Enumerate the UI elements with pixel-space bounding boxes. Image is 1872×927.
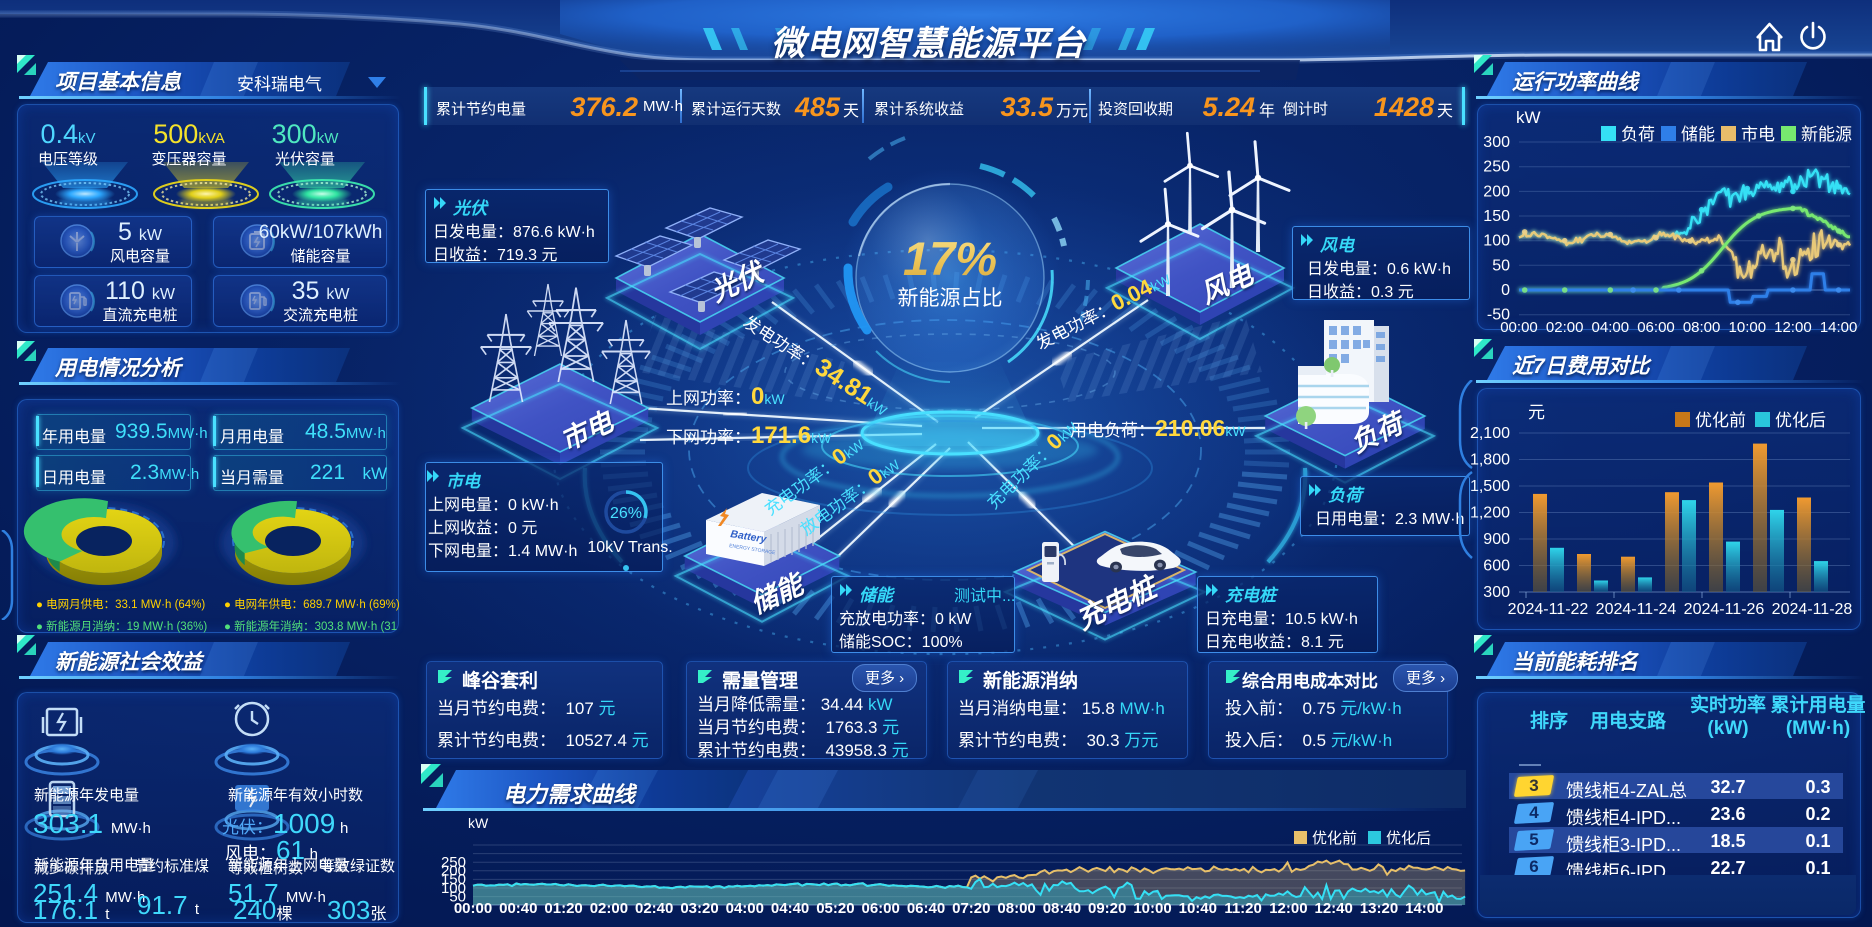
svg-text:00:40: 00:40 [499, 900, 537, 917]
svg-text:100: 100 [441, 880, 466, 897]
svg-text:08:00: 08:00 [997, 900, 1035, 917]
svg-text:07:20: 07:20 [952, 900, 990, 917]
svg-text:负荷: 负荷 [1621, 125, 1655, 144]
svg-text:储能: 储能 [1681, 125, 1715, 144]
svg-text:优化后: 优化后 [1386, 830, 1431, 847]
svg-text:Battery: Battery [730, 528, 769, 546]
svg-text:充电功率：0kW: 充电功率：0kW [980, 413, 1082, 513]
svg-text:14:00: 14:00 [1820, 319, 1858, 336]
svg-text:光伏: 光伏 [705, 256, 770, 308]
svg-text:kW: kW [468, 815, 489, 831]
svg-text:50: 50 [449, 888, 466, 905]
svg-text:0: 0 [1501, 282, 1510, 299]
svg-text:08:00: 08:00 [1683, 319, 1721, 336]
svg-text:10:40: 10:40 [1179, 900, 1217, 917]
svg-text:09:20: 09:20 [1088, 900, 1126, 917]
svg-text:上网功率：0kW: 上网功率：0kW [666, 383, 785, 410]
svg-text:01:20: 01:20 [544, 900, 582, 917]
svg-text:00:00: 00:00 [1500, 319, 1538, 336]
svg-text:2024-11-24: 2024-11-24 [1596, 601, 1677, 618]
svg-text:12:40: 12:40 [1315, 900, 1353, 917]
svg-text:2024-11-26: 2024-11-26 [1684, 601, 1765, 618]
svg-text:08:40: 08:40 [1043, 900, 1081, 917]
svg-text:2,100: 2,100 [1470, 425, 1510, 442]
svg-text:储能: 储能 [746, 568, 811, 620]
svg-text:10:00: 10:00 [1133, 900, 1171, 917]
svg-text:10kV Trans.: 10kV Trans. [587, 539, 672, 556]
svg-text:17%: 17% [903, 232, 997, 285]
svg-text:2024-11-22: 2024-11-22 [1508, 601, 1589, 618]
svg-text:优化前: 优化前 [1312, 830, 1357, 847]
svg-text:250: 250 [441, 854, 466, 871]
svg-text:200: 200 [441, 863, 466, 880]
svg-text:50: 50 [1492, 257, 1510, 274]
svg-text:26%: 26% [610, 505, 642, 522]
svg-text:1,800: 1,800 [1470, 452, 1510, 469]
svg-text:-50: -50 [1487, 307, 1510, 324]
svg-text:用电负荷：210.06kW: 用电负荷：210.06kW [1070, 415, 1246, 441]
svg-text:04:40: 04:40 [771, 900, 809, 917]
svg-text:06:40: 06:40 [907, 900, 945, 917]
svg-text:300: 300 [1483, 134, 1510, 151]
svg-text:04:00: 04:00 [726, 900, 764, 917]
svg-text:02:00: 02:00 [1546, 319, 1584, 336]
svg-text:06:00: 06:00 [1637, 319, 1675, 336]
svg-text:250: 250 [1483, 159, 1510, 176]
svg-text:14:00: 14:00 [1405, 900, 1443, 917]
svg-text:kW: kW [1516, 108, 1541, 127]
svg-text:负荷: 负荷 [1346, 406, 1412, 458]
svg-text:风电: 风电 [1196, 259, 1259, 310]
svg-text:市电: 市电 [1741, 125, 1775, 144]
svg-text:1,200: 1,200 [1470, 505, 1510, 522]
svg-text:优化前: 优化前 [1695, 411, 1746, 430]
svg-text:03:20: 03:20 [680, 900, 718, 917]
svg-text:1,500: 1,500 [1470, 478, 1510, 495]
svg-text:12:00: 12:00 [1774, 319, 1812, 336]
svg-text:发电功率：0.04kW: 发电功率：0.04kW [1031, 265, 1175, 355]
svg-text:04:00: 04:00 [1592, 319, 1630, 336]
svg-text:150: 150 [441, 871, 466, 888]
svg-text:元: 元 [1528, 403, 1545, 422]
svg-text:00:00: 00:00 [454, 900, 492, 917]
svg-text:100: 100 [1483, 233, 1510, 250]
svg-text:11:20: 11:20 [1224, 900, 1262, 917]
svg-text:02:00: 02:00 [590, 900, 628, 917]
svg-text:新能源: 新能源 [1801, 125, 1852, 144]
svg-text:优化后: 优化后 [1775, 411, 1826, 430]
svg-text:900: 900 [1483, 531, 1510, 548]
svg-text:02:40: 02:40 [635, 900, 673, 917]
svg-text:下网功率：171.6kW: 下网功率：171.6kW [666, 422, 832, 449]
svg-text:充电桩: 充电桩 [1071, 570, 1165, 636]
svg-text:市电: 市电 [556, 406, 619, 457]
svg-text:13:20: 13:20 [1360, 900, 1398, 917]
svg-text:300: 300 [1483, 584, 1510, 601]
svg-text:10:00: 10:00 [1729, 319, 1767, 336]
svg-text:150: 150 [1483, 208, 1510, 225]
svg-text:12:00: 12:00 [1269, 900, 1307, 917]
svg-text:200: 200 [1483, 183, 1510, 200]
svg-text:06:00: 06:00 [862, 900, 900, 917]
svg-text:2024-11-28: 2024-11-28 [1772, 601, 1853, 618]
svg-text:600: 600 [1483, 558, 1510, 575]
svg-text:05:20: 05:20 [816, 900, 854, 917]
svg-text:新能源占比: 新能源占比 [898, 287, 1003, 310]
